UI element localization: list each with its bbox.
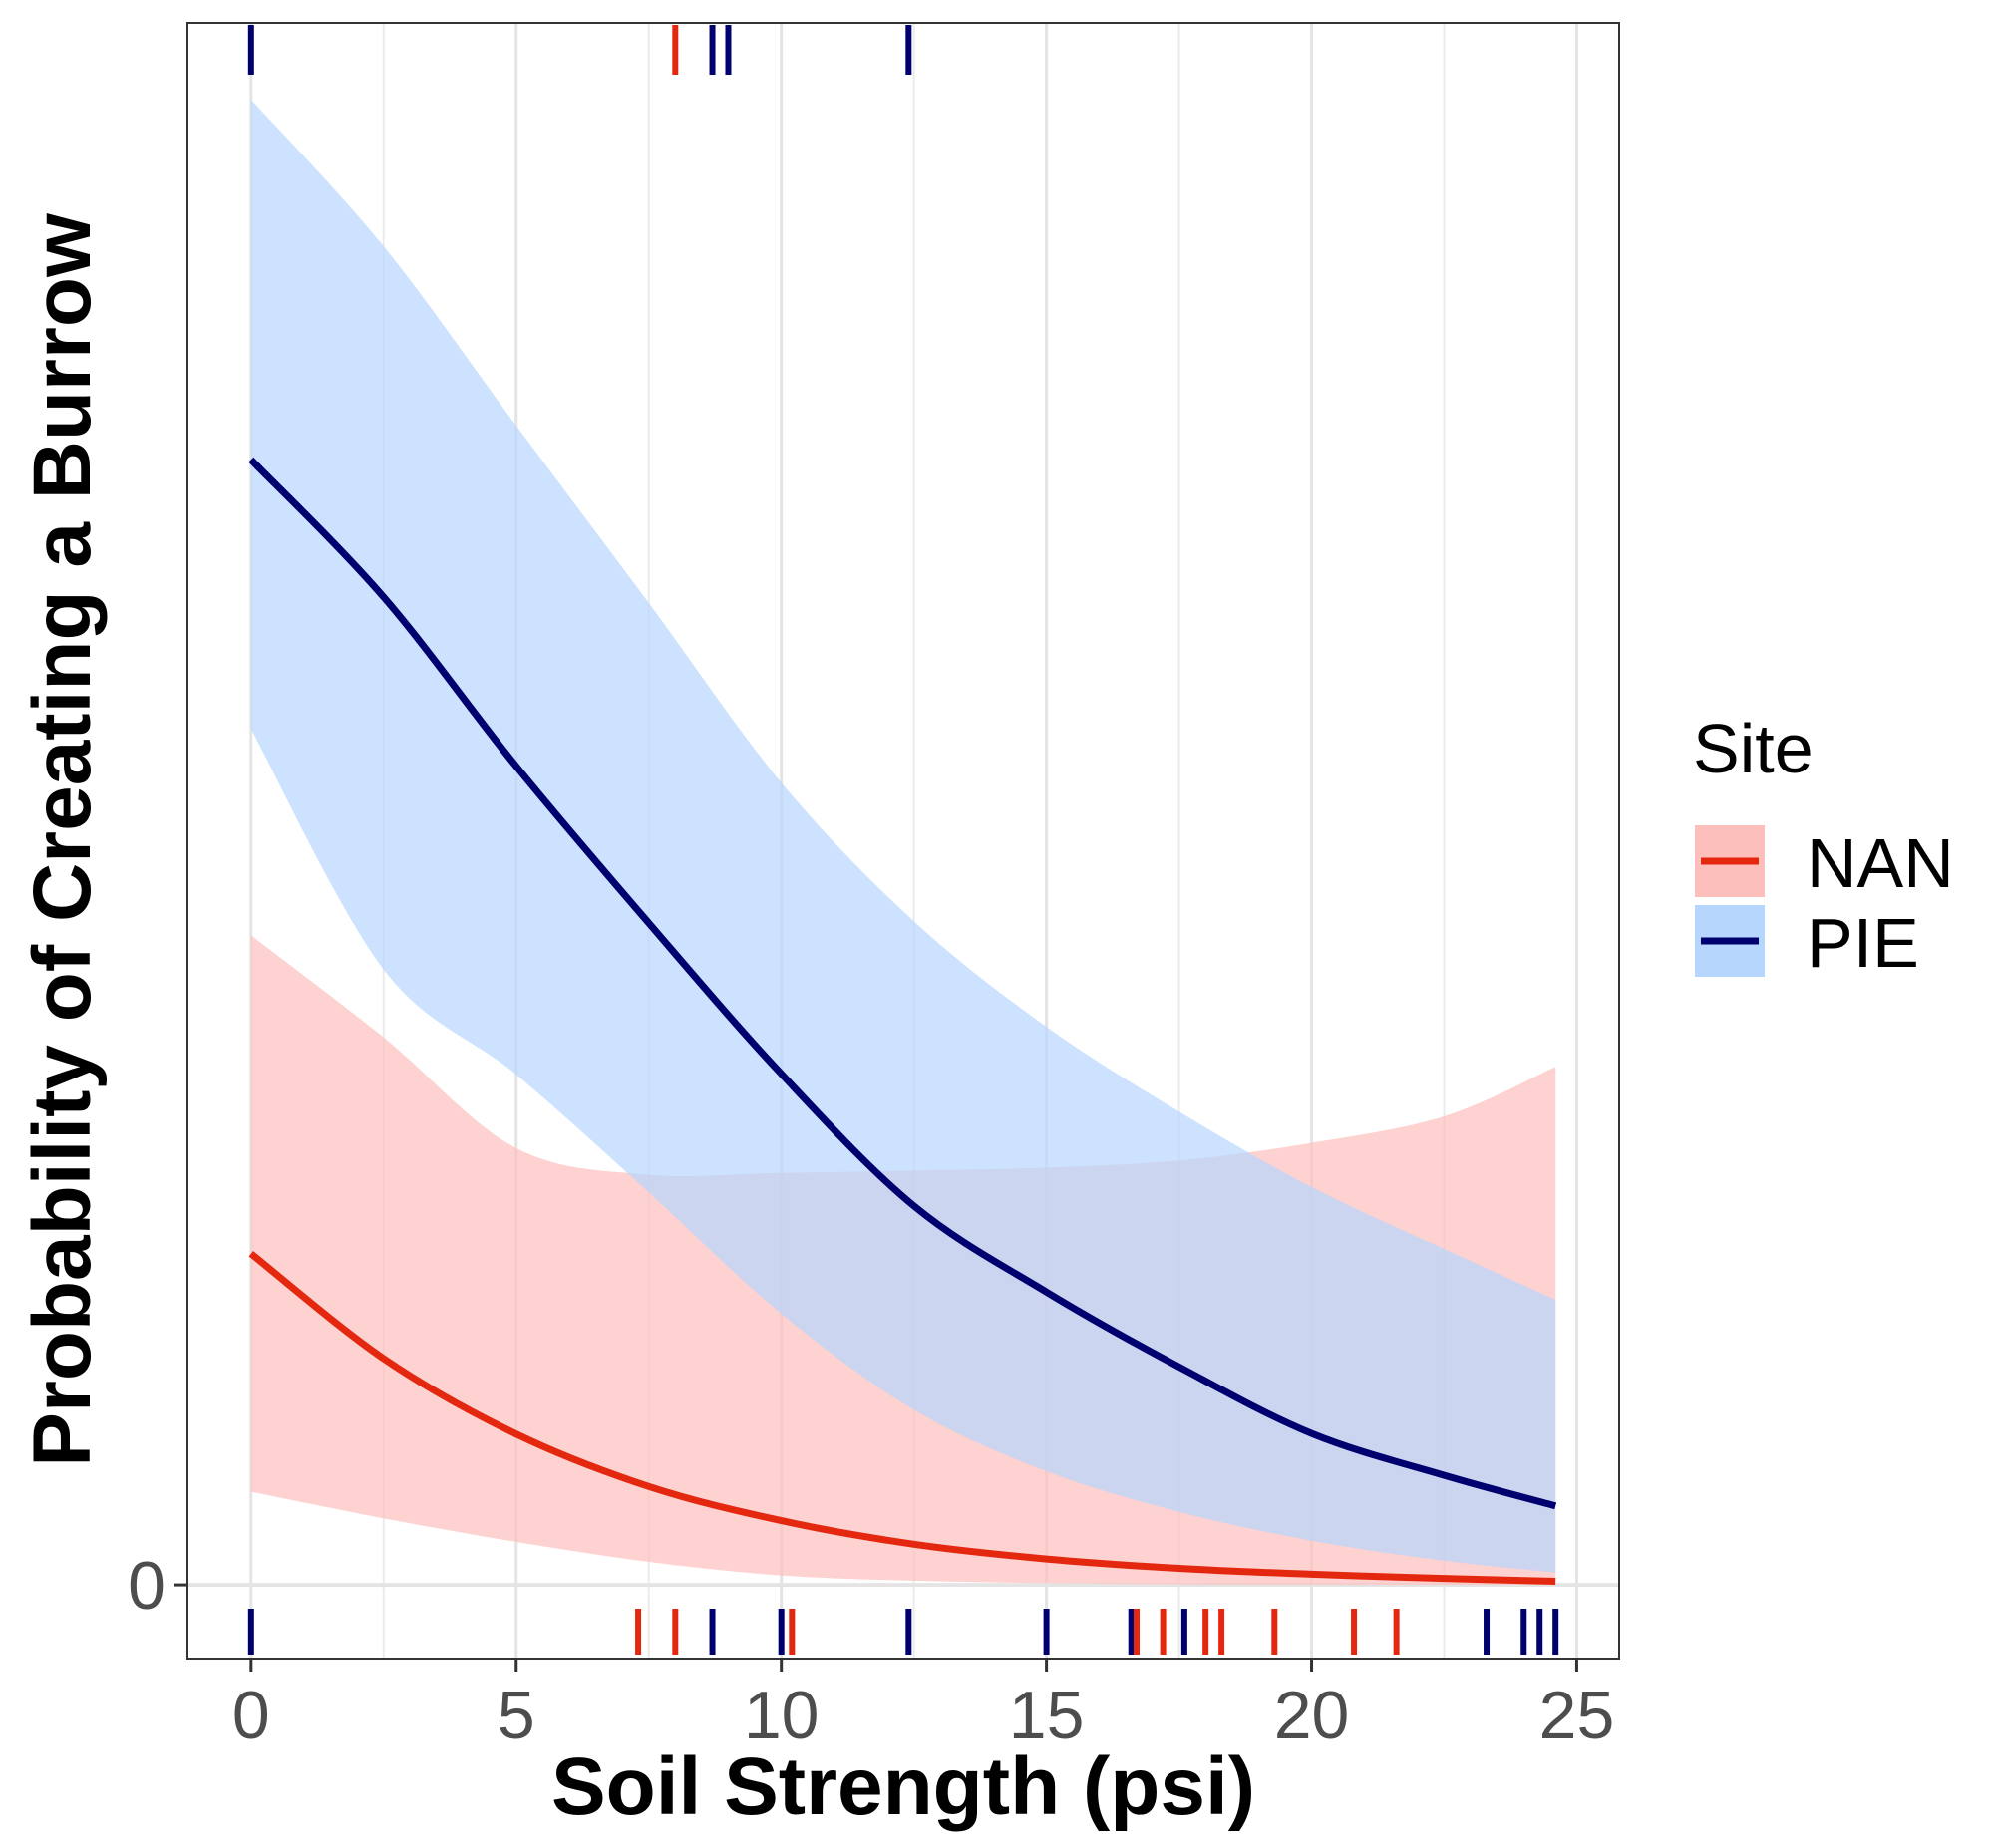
line-pie	[248, 457, 1557, 1510]
x-tick-label: 25	[1539, 1678, 1615, 1753]
x-axis-ticks: 0 5 10 15 20 25	[232, 1659, 1614, 1753]
x-axis-title: Soil Strength (psi)	[551, 1741, 1255, 1832]
ribbon-pie	[250, 99, 1556, 1573]
x-tick-label: 0	[232, 1678, 270, 1753]
confidence-ribbons	[250, 99, 1556, 1585]
y-axis-ticks: 0	[128, 1548, 187, 1624]
x-tick-label: 5	[498, 1678, 535, 1753]
legend-item-pie: PIE	[1695, 904, 1919, 982]
legend-item-nan: NAN	[1695, 824, 1954, 902]
x-tick-label: 15	[1009, 1678, 1085, 1753]
rug-ticks	[247, 25, 1559, 1655]
x-tick-label: 10	[744, 1678, 820, 1753]
y-axis-title: Probability of Creating a Burrow	[17, 213, 108, 1467]
legend-label-pie: PIE	[1807, 904, 1919, 982]
line-nan	[248, 1250, 1556, 1585]
legend-title: Site	[1693, 710, 1814, 787]
legend-label-nan: NAN	[1807, 824, 1954, 902]
y-tick-label: 0	[128, 1548, 166, 1624]
series-lines	[248, 457, 1557, 1585]
plot-border	[186, 22, 1620, 1660]
x-tick-label: 20	[1274, 1678, 1350, 1753]
legend: Site NAN PIE	[1693, 710, 1954, 982]
